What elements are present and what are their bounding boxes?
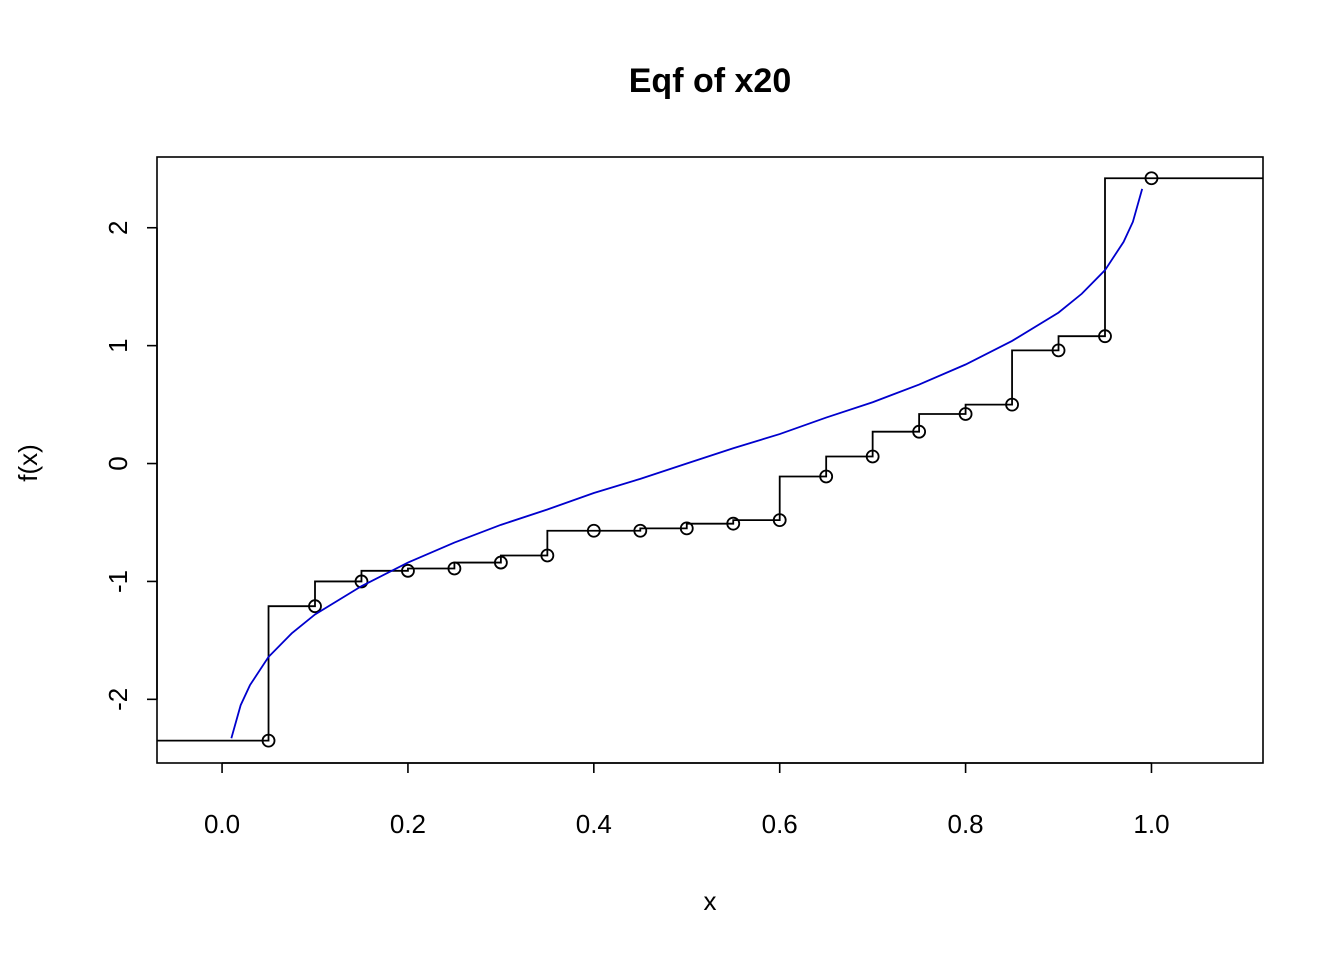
y-tick-label: -2 <box>103 688 133 711</box>
data-point <box>1051 343 1066 358</box>
data-point <box>447 561 462 576</box>
x-tick-label: 0.2 <box>390 809 426 839</box>
data-point <box>633 523 648 538</box>
x-axis: 0.0 0.2 0.4 0.6 0.8 1.0 <box>204 762 1170 839</box>
quantile-curve <box>230 188 1144 739</box>
y-axis-label: f(x) <box>13 444 43 482</box>
chart-title: Eqf of x20 <box>629 62 791 100</box>
data-point <box>819 469 834 484</box>
x-tick-label: 1.0 <box>1133 809 1169 839</box>
data-point <box>401 563 415 578</box>
data-point <box>865 449 880 464</box>
y-axis: -2 -1 0 1 2 <box>103 221 158 711</box>
data-point <box>772 513 787 528</box>
plot-frame <box>156 156 1264 764</box>
x-axis-label: x <box>704 886 717 916</box>
data-point <box>493 555 508 570</box>
data-point <box>1144 171 1159 186</box>
y-tick-label: 1 <box>103 338 133 352</box>
data-point <box>354 574 369 589</box>
data-point <box>308 599 322 614</box>
x-tick-label: 0.0 <box>204 809 240 839</box>
data-point <box>1005 397 1019 412</box>
y-tick-label: 2 <box>103 221 133 235</box>
data-point <box>586 523 601 538</box>
x-tick-label: 0.4 <box>576 809 612 839</box>
plot-area <box>157 171 1263 748</box>
y-tick-label: 0 <box>103 456 133 470</box>
data-point <box>1098 329 1112 344</box>
x-tick-label: 0.6 <box>762 809 798 839</box>
data-point <box>679 521 694 536</box>
data-point <box>958 407 973 421</box>
data-point <box>540 548 555 563</box>
data-point <box>261 733 276 748</box>
y-tick-label: -1 <box>103 570 133 593</box>
x-tick-label: 0.8 <box>948 809 984 839</box>
step-line <box>157 177 1263 742</box>
data-point <box>912 424 927 439</box>
data-point <box>726 516 741 531</box>
